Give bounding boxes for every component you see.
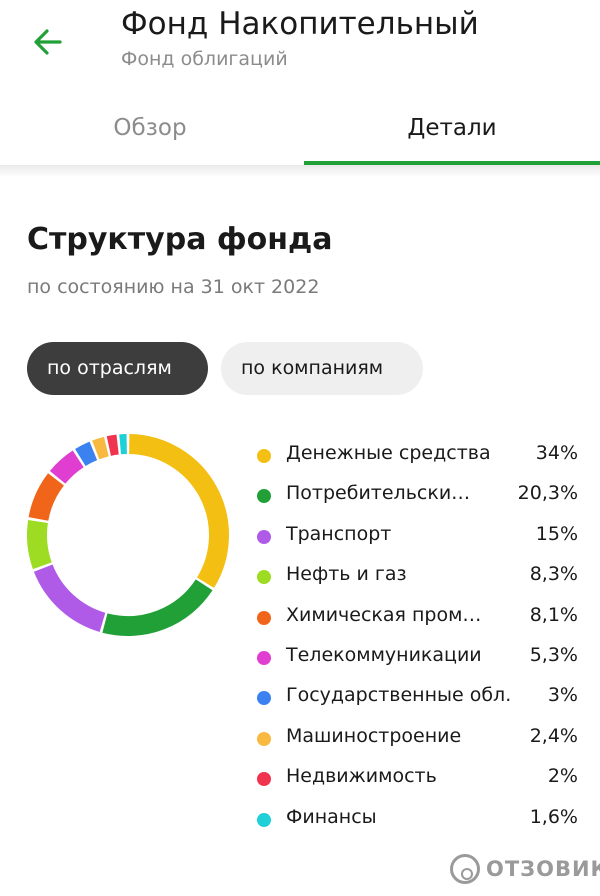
legend-item: Нефть и газ 8,3% — [254, 561, 584, 597]
legend-item: Телекоммуникации 5,3% — [254, 642, 584, 678]
legend-value: 8,3% — [529, 563, 578, 586]
donut-segment — [92, 436, 109, 460]
otzovik-watermark: ОТЗОВИК — [450, 851, 600, 891]
donut-segment — [33, 564, 106, 632]
legend-label: Денежные средства — [286, 442, 491, 464]
legend-label: Химическая пром… — [286, 603, 482, 626]
watermark-logo-icon — [450, 854, 480, 884]
legend-item: Денежные средства 34% — [254, 440, 584, 476]
legend-value: 2,4% — [529, 724, 578, 747]
legend-label: Телекоммуникации — [286, 644, 482, 666]
filter-by-sector-chip[interactable]: по отраслям — [27, 342, 208, 395]
legend-value: 15% — [535, 522, 578, 545]
filter-by-company-chip[interactable]: по компаниям — [221, 342, 423, 395]
legend-color-dot — [257, 570, 271, 585]
legend-color-dot — [257, 489, 271, 504]
header-shadow — [0, 165, 600, 177]
donut-segment — [28, 473, 65, 522]
legend-color-dot — [257, 529, 271, 544]
legend-value: 2% — [547, 765, 578, 788]
legend-color-dot — [257, 651, 271, 665]
section-title: Структура фонда — [27, 222, 333, 257]
legend-value: 1,6% — [529, 805, 578, 828]
active-tab-indicator — [304, 161, 600, 165]
legend-item: Химическая пром… 8,1% — [254, 602, 584, 638]
legend-color-dot — [257, 610, 271, 625]
tab-overview[interactable]: Обзор — [113, 115, 187, 141]
structure-donut-chart — [27, 434, 229, 636]
arrow-left-icon — [34, 29, 62, 55]
back-button[interactable] — [28, 22, 68, 62]
donut-segment — [27, 519, 52, 570]
legend-value: 8,1% — [529, 603, 578, 626]
legend-value: 34% — [535, 442, 578, 464]
section-date: по состоянию на 31 окт 2022 — [27, 276, 320, 298]
legend-item: Государственные обл. 3% — [254, 682, 584, 718]
legend-color-dot — [257, 449, 271, 463]
legend-item: Потребительски… 20,3% — [254, 480, 584, 516]
donut-segment — [128, 434, 229, 588]
legend-color-dot — [257, 731, 271, 746]
legend-item: Недвижимость 2% — [254, 763, 584, 799]
legend-label: Машиностроение — [286, 724, 462, 747]
legend-value: 5,3% — [529, 644, 578, 666]
legend-color-dot — [257, 691, 271, 706]
watermark-text: ОТЗОВИК — [486, 857, 600, 881]
legend-label: Нефть и газ — [286, 563, 407, 586]
legend-item: Транспорт 15% — [254, 521, 584, 557]
legend-value: 3% — [547, 684, 578, 707]
legend-color-dot — [257, 812, 271, 827]
tab-details[interactable]: Детали — [407, 115, 497, 141]
legend-item: Машиностроение 2,4% — [254, 723, 584, 759]
legend-label: Недвижимость — [286, 765, 437, 788]
legend-color-dot — [257, 772, 271, 787]
legend-label: Транспорт — [286, 522, 392, 545]
legend-label: Финансы — [286, 805, 377, 828]
donut-segment — [102, 579, 213, 636]
fund-title: Фонд Накопительный — [121, 6, 479, 42]
legend-label: Потребительски… — [286, 482, 471, 505]
legend-label: Государственные обл. — [286, 684, 512, 707]
app-header: Фонд Накопительный Фонд облигаций Обзор … — [0, 0, 600, 165]
legend-item: Финансы 1,6% — [254, 804, 584, 840]
donut-segment — [75, 441, 98, 467]
donut-segment — [49, 450, 84, 484]
legend-value: 20,3% — [517, 482, 578, 505]
donut-segment — [106, 434, 119, 456]
fund-subtitle: Фонд облигаций — [121, 48, 288, 70]
